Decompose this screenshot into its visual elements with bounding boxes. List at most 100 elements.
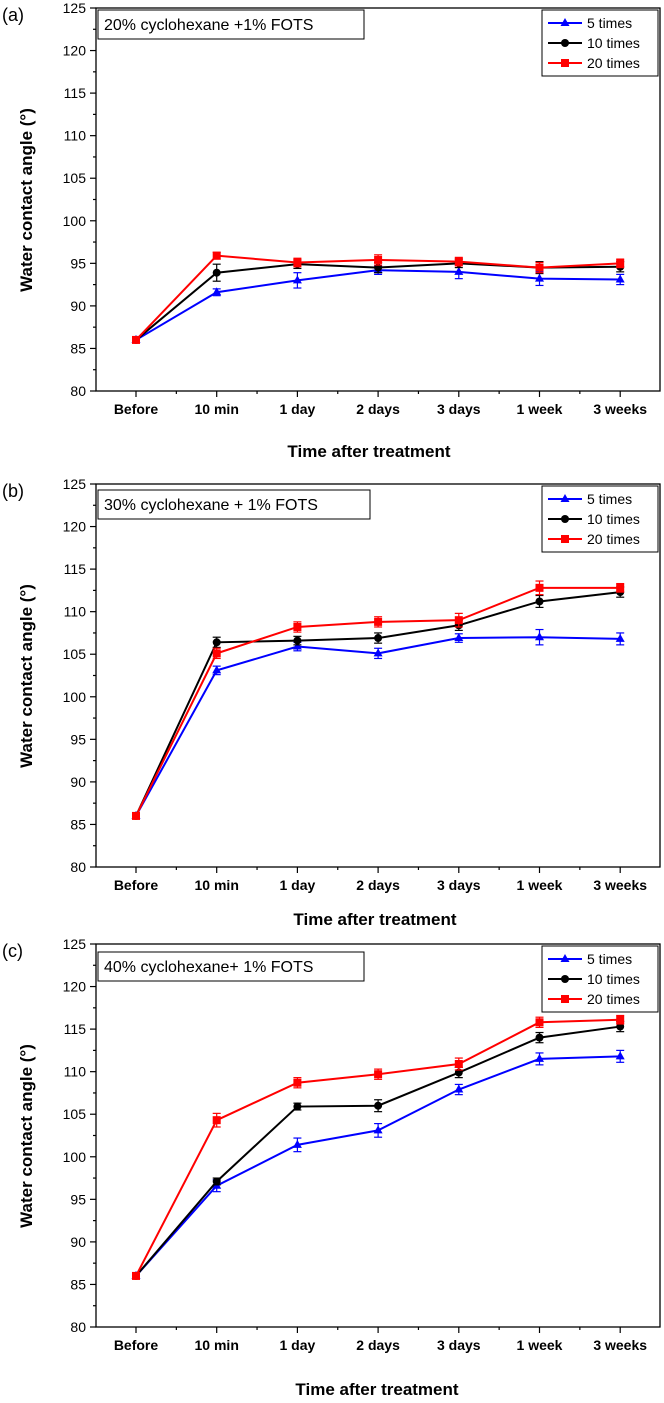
chart-panel-a: (a) 80 85 90 95 100 105 110 115 120 125 Before 10 …	[0, 0, 664, 467]
y-tick-label: 115	[64, 1021, 87, 1037]
x-axis-title: Time after treatment	[295, 1380, 458, 1399]
data-point-20-times	[616, 259, 625, 268]
y-axis-title: Water contact angle (°)	[17, 1044, 36, 1228]
data-point-5-times	[292, 1139, 302, 1148]
data-point-10-times	[535, 1033, 544, 1042]
data-point-5-times	[212, 287, 222, 296]
y-tick-label: 105	[63, 646, 87, 662]
data-point-20-times	[293, 1078, 302, 1087]
data-point-5-times	[535, 632, 544, 641]
data-point-5-times	[615, 1051, 625, 1060]
legend-label-10-times: 10 times	[587, 35, 640, 51]
x-tick-label: 3 weeks	[593, 401, 647, 417]
data-point-20-times	[374, 1070, 383, 1079]
data-point-20-times	[132, 811, 140, 820]
y-tick-label: 95	[70, 255, 86, 271]
title-frame	[97, 489, 371, 520]
x-tick-label: 10 min	[195, 877, 239, 893]
legend-items	[548, 954, 582, 1003]
y-tick-label: 125	[63, 936, 87, 952]
series-layer	[131, 251, 625, 344]
data-point-10-times	[374, 634, 383, 643]
legend-marker-5-times	[560, 18, 570, 26]
y-tick-label: 110	[64, 1064, 87, 1080]
y-tick-label: 105	[63, 1106, 87, 1122]
x-tick-label: 3 days	[437, 1337, 481, 1353]
data-point-20-times	[132, 335, 140, 344]
data-point-20-times	[454, 616, 463, 625]
y-tick-label: 120	[63, 519, 87, 535]
y-tick-label: 120	[63, 979, 87, 995]
chart-panel-c: (c) 80 85 90 95 100 105 110 115 120 125 Before 10 …	[0, 936, 664, 1403]
y-tick-label: 80	[70, 859, 86, 875]
data-point-20-times	[535, 1018, 544, 1027]
chart-svg-a: (a) 80 85 90 95 100 105 110 115 120 125 Before 10 …	[2, 0, 661, 461]
data-point-5-times	[212, 665, 222, 674]
x-tick-label: Before	[114, 1337, 159, 1353]
title-frame	[97, 9, 365, 40]
y-tick-label: 100	[63, 213, 87, 229]
data-point-10-times	[293, 636, 302, 645]
x-tick-label: 1 day	[279, 877, 315, 893]
x-tick-label: 1 day	[279, 1337, 315, 1353]
y-tick-label: 95	[70, 731, 86, 747]
x-tick-label: 1 week	[517, 877, 563, 893]
y-tick-label: 120	[63, 43, 87, 59]
chart-panel-b: (b) 80 85 90 95 100 105 110 115 120 125 Before 10 …	[0, 476, 664, 943]
legend-marker-10-times	[561, 975, 569, 983]
y-tick-label: 95	[70, 1191, 86, 1207]
x-tick-label: 1 week	[517, 401, 563, 417]
y-tick-label: 80	[70, 383, 86, 399]
data-point-20-times	[212, 649, 221, 658]
y-tick-label: 110	[64, 604, 87, 620]
y-tick-label: 100	[63, 1149, 87, 1165]
y-axis: 80 85 90 95 100 105 110 115 120 125	[63, 936, 96, 1335]
x-axis: Before 10 min 1 day 2 days 3 days 1 week 3 wee…	[114, 867, 647, 893]
data-point-20-times	[454, 1060, 463, 1069]
data-point-5-times	[535, 1053, 544, 1062]
data-point-20-times	[616, 1015, 625, 1024]
data-point-20-times	[374, 255, 383, 264]
chart-title: 30% cyclohexane + 1% FOTS	[104, 497, 318, 514]
legend-label-10-times: 10 times	[587, 971, 640, 987]
legend-items	[548, 18, 582, 67]
data-point-20-times	[454, 257, 463, 266]
legend: 5 times 10 times 20 times	[541, 945, 659, 1013]
data-point-5-times	[373, 648, 383, 657]
data-point-10-times	[212, 638, 221, 647]
y-tick-label: 85	[70, 816, 86, 832]
x-tick-label: 3 days	[437, 877, 481, 893]
legend-marker-20-times	[561, 535, 569, 543]
legend-marker-10-times	[561, 515, 569, 523]
series-layer	[131, 580, 625, 820]
y-axis-title: Water contact angle (°)	[17, 108, 36, 292]
y-tick-label: 115	[64, 85, 87, 101]
y-tick-label: 115	[64, 561, 87, 577]
legend-marker-5-times	[560, 494, 570, 502]
x-tick-label: 1 day	[279, 401, 315, 417]
x-tick-label: 2 days	[356, 401, 400, 417]
chart-title: 40% cyclohexane+ 1% FOTS	[104, 959, 313, 976]
y-tick-label: 90	[70, 1234, 86, 1250]
legend-items	[548, 494, 582, 543]
legend-label-10-times: 10 times	[587, 511, 640, 527]
series-line-5-times	[135, 636, 621, 817]
x-tick-label: Before	[114, 877, 159, 893]
legend: 5 times 10 times 20 times	[541, 485, 659, 553]
x-tick-label: 3 weeks	[593, 877, 647, 893]
chart-svg-c: (c) 80 85 90 95 100 105 110 115 120 125 Before 10 …	[2, 936, 661, 1399]
series-line-5-times	[135, 1055, 621, 1277]
y-tick-label: 110	[64, 128, 87, 144]
chart-title-box: 20% cyclohexane +1% FOTS	[97, 9, 365, 40]
legend-label-5-times: 5 times	[587, 951, 632, 967]
data-point-20-times	[293, 622, 302, 631]
panel-label: (c)	[2, 941, 23, 961]
data-point-5-times	[292, 641, 302, 650]
chart-svg-b: (b) 80 85 90 95 100 105 110 115 120 125 Before 10 …	[2, 476, 661, 929]
x-tick-label: 1 week	[517, 1337, 563, 1353]
x-axis: Before 10 min 1 day 2 days 3 days 1 week 3 wee…	[114, 1327, 647, 1353]
data-point-10-times	[212, 268, 221, 277]
legend-marker-5-times	[560, 954, 570, 962]
data-point-5-times	[454, 266, 464, 275]
x-axis: Before 10 min 1 day 2 days 3 days 1 week 3 wee…	[114, 391, 647, 417]
